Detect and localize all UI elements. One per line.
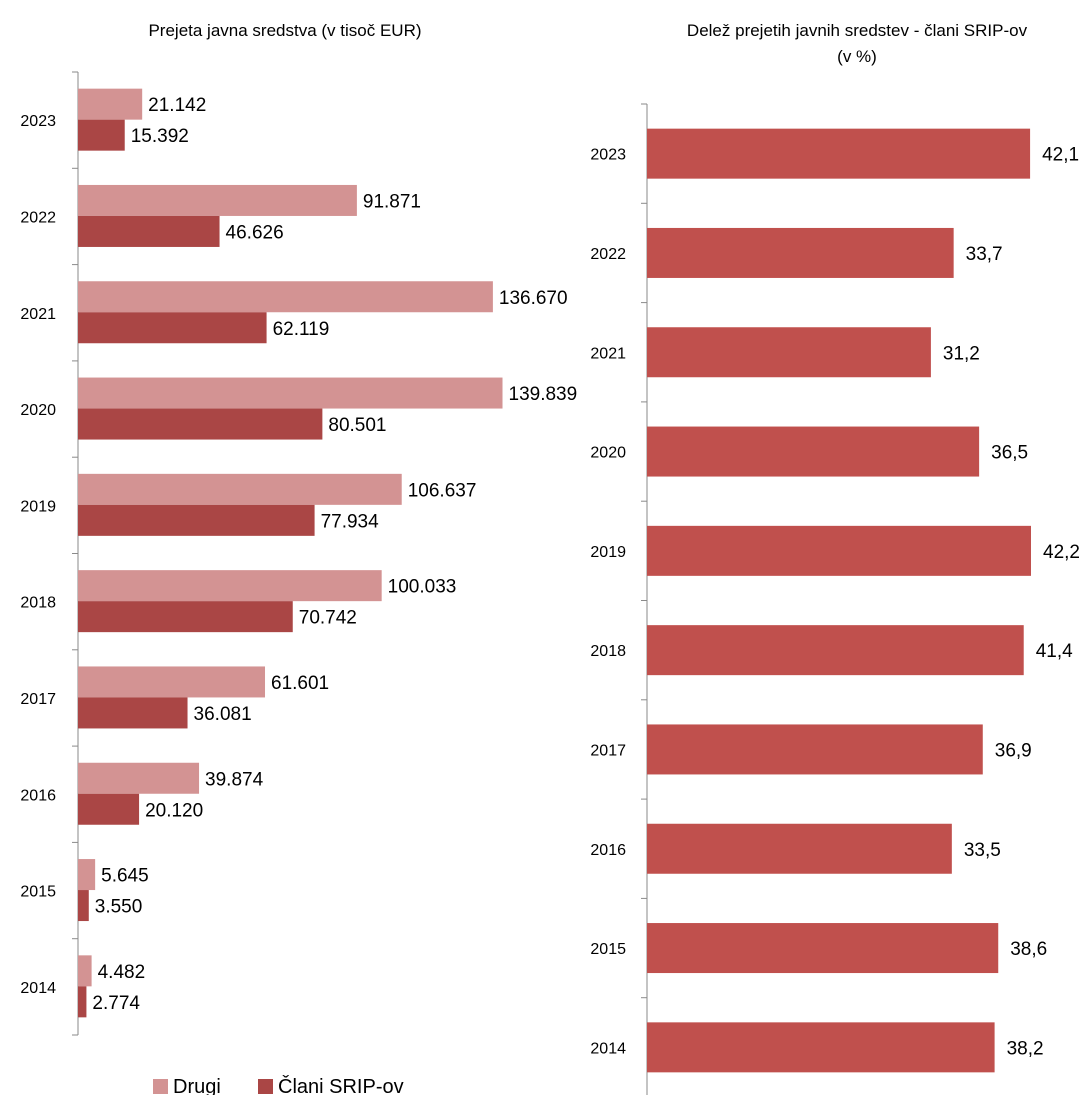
left-bar-drugi-2014 [78,955,92,987]
left-bar-clani-srip-ov-2014 [78,986,87,1018]
right-bar-2022 [647,227,954,278]
left-data-label-clani-srip-ov-2022: 46.626 [226,222,284,243]
left-data-label-drugi-2015: 5.645 [101,866,149,887]
left-bar-drugi-2019 [78,473,402,505]
right-bar-2014 [647,1022,995,1073]
left-bar-clani-srip-ov-2019 [78,504,315,536]
right-data-label-2023: 42,1 [1042,145,1079,166]
right-bar-2015 [647,923,999,974]
left-category-label-2015: 2015 [20,884,56,901]
left-data-label-clani-srip-ov-2020: 80.501 [328,415,386,436]
left-chart-title: Prejeta javna sredstva (v tisoč EUR) [148,21,421,40]
left-data-label-drugi-2020: 139.839 [509,384,578,405]
left-category-label-2017: 2017 [20,691,56,708]
legend: Drugi Člani SRIP-ov [153,1075,404,1095]
right-category-label-2020: 2020 [590,445,626,462]
left-category-label-2018: 2018 [20,595,56,612]
right-chart-title: Delež prejetih javnih sredstev - člani S… [687,21,1028,40]
left-data-label-drugi-2018: 100.033 [388,577,457,598]
left-bar-clani-srip-ov-2017 [78,697,188,729]
left-bar-clani-srip-ov-2023 [78,119,125,151]
left-data-label-drugi-2022: 91.871 [363,191,421,212]
right-category-label-2022: 2022 [590,246,626,263]
left-category-label-2014: 2014 [20,980,56,997]
right-bar-2020 [647,426,980,477]
left-bar-drugi-2015 [78,859,96,891]
left-bar-clani-srip-ov-2015 [78,890,89,922]
right-category-label-2023: 2023 [590,147,626,164]
right-category-label-2017: 2017 [590,742,626,759]
left-data-label-drugi-2023: 21.142 [148,95,206,116]
right-bar-2021 [647,327,931,378]
left-bar-drugi-2016 [78,762,200,794]
legend-swatch-clani-srip [258,1079,273,1094]
left-category-label-2019: 2019 [20,498,56,515]
right-data-label-2018: 41,4 [1036,641,1073,662]
right-plot-area: 2023 42,1 2022 33,7 2021 31,2 2020 36,5 2019 42,2… [590,103,1080,1095]
legend-label-drugi: Drugi [173,1076,221,1095]
legend-swatch-drugi [153,1079,168,1094]
right-category-label-2016: 2016 [590,842,626,859]
right-data-label-2016: 33,5 [964,840,1001,861]
right-category-label-2021: 2021 [590,345,626,362]
right-data-label-2017: 36,9 [995,740,1032,761]
left-category-label-2023: 2023 [20,113,56,130]
right-category-label-2019: 2019 [590,544,626,561]
left-data-label-clani-srip-ov-2019: 77.934 [321,511,380,532]
right-bar-2019 [647,525,1031,576]
left-data-label-drugi-2019: 106.637 [408,480,477,501]
right-chart-subtitle: (v %) [837,47,877,66]
right-category-label-2014: 2014 [590,1040,626,1057]
right-bar-2023 [647,128,1031,179]
left-category-label-2020: 2020 [20,402,56,419]
left-data-label-drugi-2016: 39.874 [205,769,264,790]
legend-label-clani-srip: Člani SRIP-ov [278,1075,404,1095]
left-bar-drugi-2023 [78,88,143,120]
left-data-label-clani-srip-ov-2015: 3.550 [95,897,143,918]
right-data-label-2020: 36,5 [991,443,1028,464]
left-category-label-2016: 2016 [20,787,56,804]
left-bar-clani-srip-ov-2021 [78,312,267,344]
left-data-label-clani-srip-ov-2018: 70.742 [299,608,357,629]
left-data-label-clani-srip-ov-2014: 2.774 [92,993,140,1014]
right-category-label-2018: 2018 [590,643,626,660]
right-data-label-2022: 33,7 [966,244,1003,265]
left-data-label-clani-srip-ov-2017: 36.081 [194,704,252,725]
left-bar-drugi-2022 [78,184,357,216]
left-category-label-2022: 2022 [20,209,56,226]
left-category-label-2021: 2021 [20,306,56,323]
left-data-label-clani-srip-ov-2016: 20.120 [145,800,203,821]
right-category-label-2015: 2015 [590,941,626,958]
left-data-label-drugi-2021: 136.670 [499,288,568,309]
left-bar-clani-srip-ov-2016 [78,793,140,825]
left-data-label-clani-srip-ov-2021: 62.119 [273,319,330,340]
right-bar-2016 [647,823,952,874]
right-data-label-2014: 38,2 [1007,1038,1044,1059]
left-plot-area: 2023 21.142 15.392 2022 91.871 46.626 2021 136.… [20,71,578,1036]
left-bar-drugi-2018 [78,570,382,602]
right-data-label-2015: 38,6 [1010,939,1047,960]
left-data-label-drugi-2014: 4.482 [98,962,146,983]
right-data-label-2021: 31,2 [943,343,980,364]
left-data-label-drugi-2017: 61.601 [271,673,329,694]
left-bar-drugi-2021 [78,281,493,313]
right-bar-2018 [647,625,1024,676]
right-bar-2017 [647,724,983,775]
left-bar-clani-srip-ov-2022 [78,215,220,247]
left-bar-clani-srip-ov-2018 [78,601,293,633]
left-bar-drugi-2020 [78,377,503,409]
left-data-label-clani-srip-ov-2023: 15.392 [131,126,189,147]
right-data-label-2019: 42,2 [1043,542,1080,563]
left-bar-clani-srip-ov-2020 [78,408,323,440]
left-bar-drugi-2017 [78,666,266,698]
